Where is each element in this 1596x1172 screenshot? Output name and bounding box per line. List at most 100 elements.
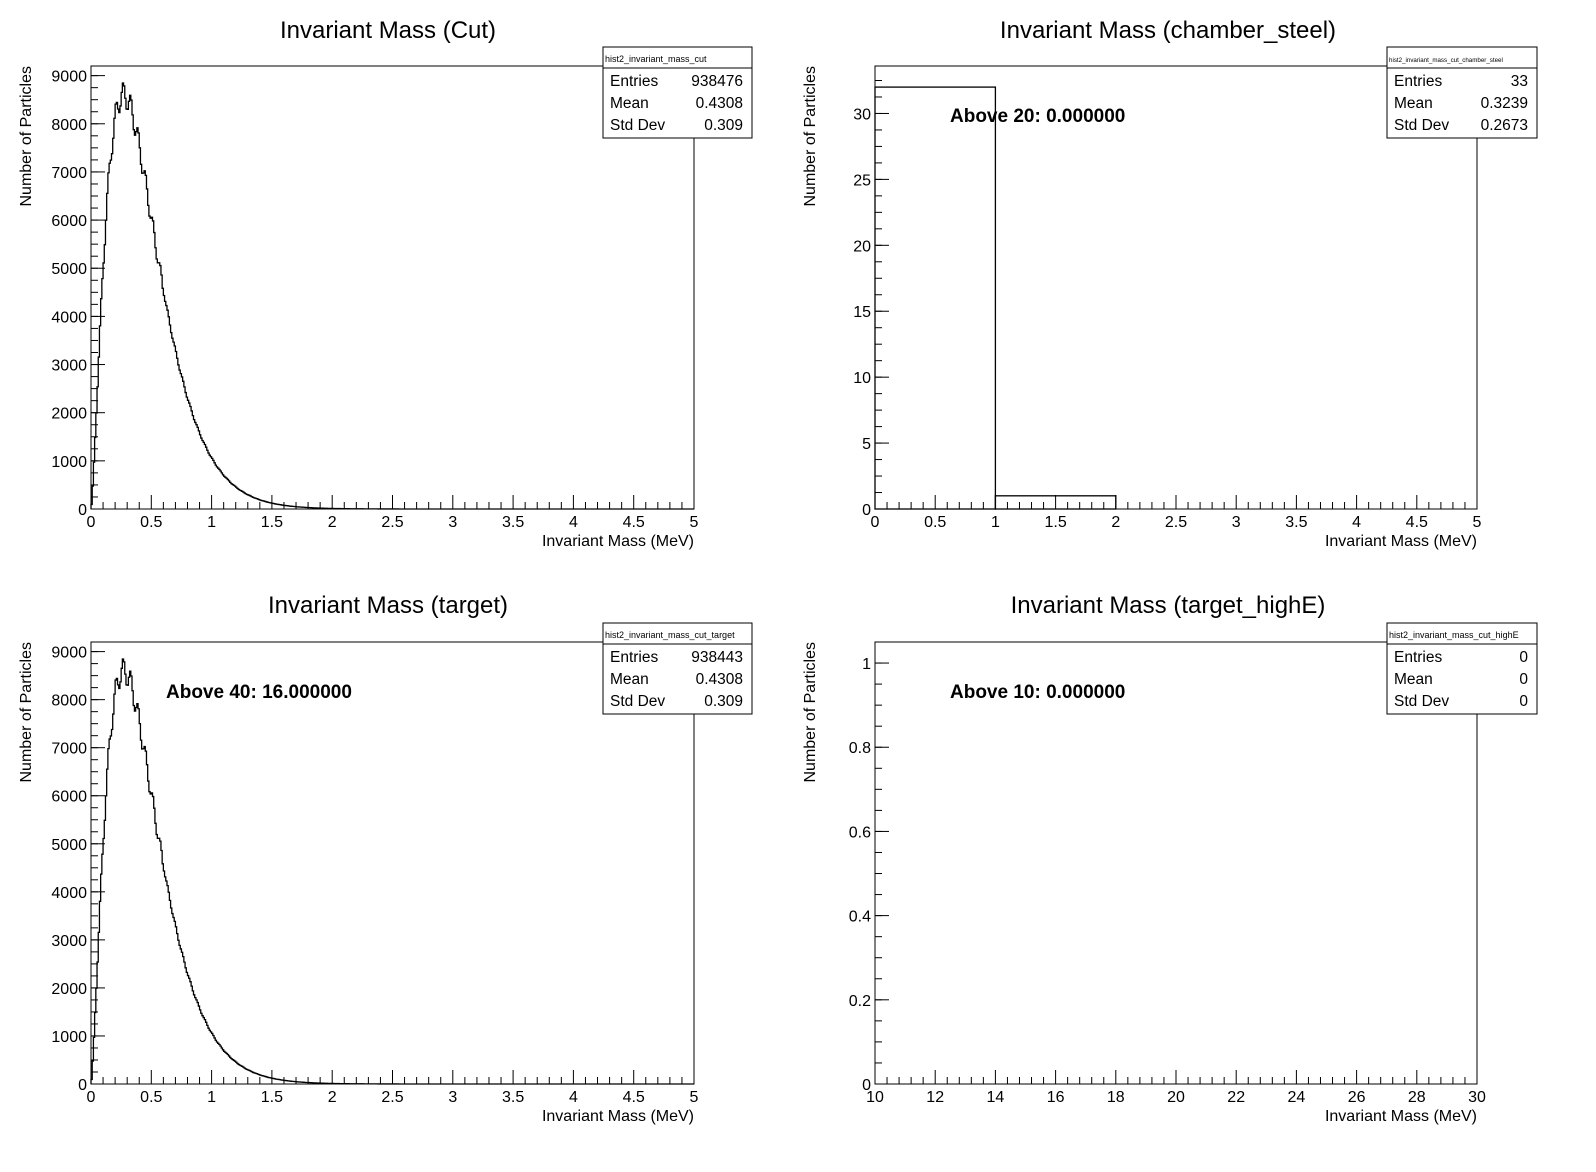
- stats-label: Entries: [610, 649, 658, 666]
- y-tick-label: 0: [862, 502, 871, 519]
- stats-hist-name: hist2_invariant_mass_cut_highE: [1389, 630, 1519, 640]
- x-axis-label: Invariant Mass (MeV): [542, 533, 694, 550]
- x-tick-label: 2.5: [381, 514, 403, 531]
- stats-hist-name: hist2_invariant_mass_cut_chamber_steel: [1389, 57, 1503, 64]
- stats-label: Std Dev: [1394, 117, 1449, 134]
- stats-value: 0.309: [704, 693, 743, 710]
- stats-value: 0.4308: [696, 95, 743, 112]
- stats-label: Entries: [1394, 73, 1442, 90]
- y-tick-label: 7000: [51, 741, 87, 758]
- y-tick-label: 4000: [51, 309, 87, 326]
- y-tick-label: 1000: [51, 454, 87, 471]
- x-tick-label: 2: [328, 1089, 337, 1106]
- x-tick-label: 5: [690, 1089, 699, 1106]
- x-tick-label: 2: [1111, 514, 1120, 531]
- stats-label: Mean: [1394, 671, 1433, 688]
- y-tick-label: 0.6: [849, 824, 871, 841]
- x-tick-label: 14: [987, 1089, 1005, 1106]
- stats-box: hist2_invariant_mass_cut_chamber_steel En…: [1386, 46, 1538, 139]
- y-tick-label: 1000: [51, 1029, 87, 1046]
- stats-value: 938476: [691, 73, 743, 90]
- stats-label: Mean: [1394, 95, 1433, 112]
- stats-label: Entries: [1394, 649, 1442, 666]
- x-axis-label: Invariant Mass (MeV): [542, 1108, 694, 1125]
- y-axis-label: Number of Particles: [18, 66, 35, 207]
- annotation-text: Above 10: 0.000000: [950, 682, 1125, 703]
- x-tick-label: 0.5: [924, 514, 946, 531]
- y-tick-label: 8000: [51, 693, 87, 710]
- x-tick-label: 3: [448, 1089, 457, 1106]
- y-tick-label: 30: [853, 106, 871, 123]
- x-tick-label: 30: [1468, 1089, 1486, 1106]
- x-tick-label: 4.5: [623, 1089, 645, 1106]
- y-tick-label: 5000: [51, 261, 87, 278]
- x-tick-label: 2.5: [1165, 514, 1187, 531]
- stats-value: 0.2673: [1481, 117, 1528, 134]
- y-tick-label: 9000: [51, 645, 87, 662]
- stats-value: 0: [1519, 671, 1528, 688]
- x-tick-label: 12: [926, 1089, 944, 1106]
- x-tick-label: 1.5: [261, 514, 283, 531]
- y-tick-label: 0.8: [849, 740, 871, 757]
- x-tick-label: 16: [1047, 1089, 1065, 1106]
- y-tick-label: 3000: [51, 933, 87, 950]
- y-tick-label: 20: [853, 238, 871, 255]
- x-tick-label: 3: [448, 514, 457, 531]
- y-tick-label: 1: [862, 656, 871, 673]
- y-axis-label: Number of Particles: [18, 642, 35, 783]
- stats-value: 938443: [691, 649, 743, 666]
- y-tick-label: 7000: [51, 165, 87, 182]
- stats-value: 0.309: [704, 117, 743, 134]
- x-tick-label: 3: [1232, 514, 1241, 531]
- x-axis-label: Invariant Mass (MeV): [1325, 1108, 1477, 1125]
- x-axis-label: Invariant Mass (MeV): [1325, 533, 1477, 550]
- stats-box: hist2_invariant_mass_cut_highE Entries 0 Me…: [1386, 622, 1538, 715]
- y-tick-label: 0: [78, 1077, 87, 1094]
- x-tick-label: 4.5: [623, 514, 645, 531]
- x-tick-label: 3.5: [502, 514, 524, 531]
- x-tick-label: 24: [1288, 1089, 1306, 1106]
- stats-value: 33: [1511, 73, 1528, 90]
- histogram-line: [90, 658, 694, 1085]
- stats-label: Std Dev: [1394, 693, 1449, 710]
- y-tick-label: 3000: [51, 358, 87, 375]
- x-tick-label: 1.5: [261, 1089, 283, 1106]
- x-tick-label: 18: [1107, 1089, 1125, 1106]
- histogram-panel: Invariant Mass (target) 0 0.5 1 1.5 2 2.5 3 3.5 4…: [18, 592, 753, 1125]
- y-tick-label: 10: [853, 370, 871, 387]
- stats-value: 0.3239: [1481, 95, 1528, 112]
- histogram-bar: [874, 86, 997, 510]
- stats-box-frame: [1386, 46, 1538, 139]
- annotation-text: Above 20: 0.000000: [950, 106, 1125, 127]
- x-tick-label: 5: [1473, 514, 1482, 531]
- histogram-panel: Invariant Mass (chamber_steel) 0 0.5 1 1.5 2 2…: [802, 17, 1538, 550]
- x-tick-label: 0.5: [140, 1089, 162, 1106]
- x-tick-label: 2: [328, 514, 337, 531]
- y-tick-label: 0: [78, 502, 87, 519]
- histogram-bar: [994, 495, 1117, 510]
- y-tick-label: 6000: [51, 213, 87, 230]
- y-axis-label: Number of Particles: [802, 642, 819, 783]
- x-tick-label: 1: [207, 514, 216, 531]
- annotation-text: Above 40: 16.000000: [166, 682, 352, 703]
- stats-value: 0.4308: [696, 671, 743, 688]
- stats-hist-name: hist2_invariant_mass_cut_target: [605, 630, 735, 640]
- y-tick-label: 2000: [51, 981, 87, 998]
- y-tick-label: 0.2: [849, 993, 871, 1010]
- histogram-line: [90, 82, 694, 510]
- chart-title: Invariant Mass (target_highE): [1011, 592, 1326, 619]
- stats-value: 0: [1519, 649, 1528, 666]
- x-tick-label: 0: [871, 514, 880, 531]
- stats-box: hist2_invariant_mass_cut Entries 938476 Mea…: [602, 46, 753, 139]
- chart-title: Invariant Mass (Cut): [280, 17, 496, 44]
- x-tick-label: 10: [866, 1089, 884, 1106]
- y-tick-label: 5: [862, 436, 871, 453]
- x-tick-label: 1: [991, 514, 1000, 531]
- x-tick-label: 20: [1167, 1089, 1185, 1106]
- stats-box-frame: [602, 622, 753, 715]
- y-tick-label: 2000: [51, 406, 87, 423]
- x-tick-label: 1: [207, 1089, 216, 1106]
- x-tick-label: 0: [87, 1089, 96, 1106]
- chart-title: Invariant Mass (chamber_steel): [1000, 17, 1336, 44]
